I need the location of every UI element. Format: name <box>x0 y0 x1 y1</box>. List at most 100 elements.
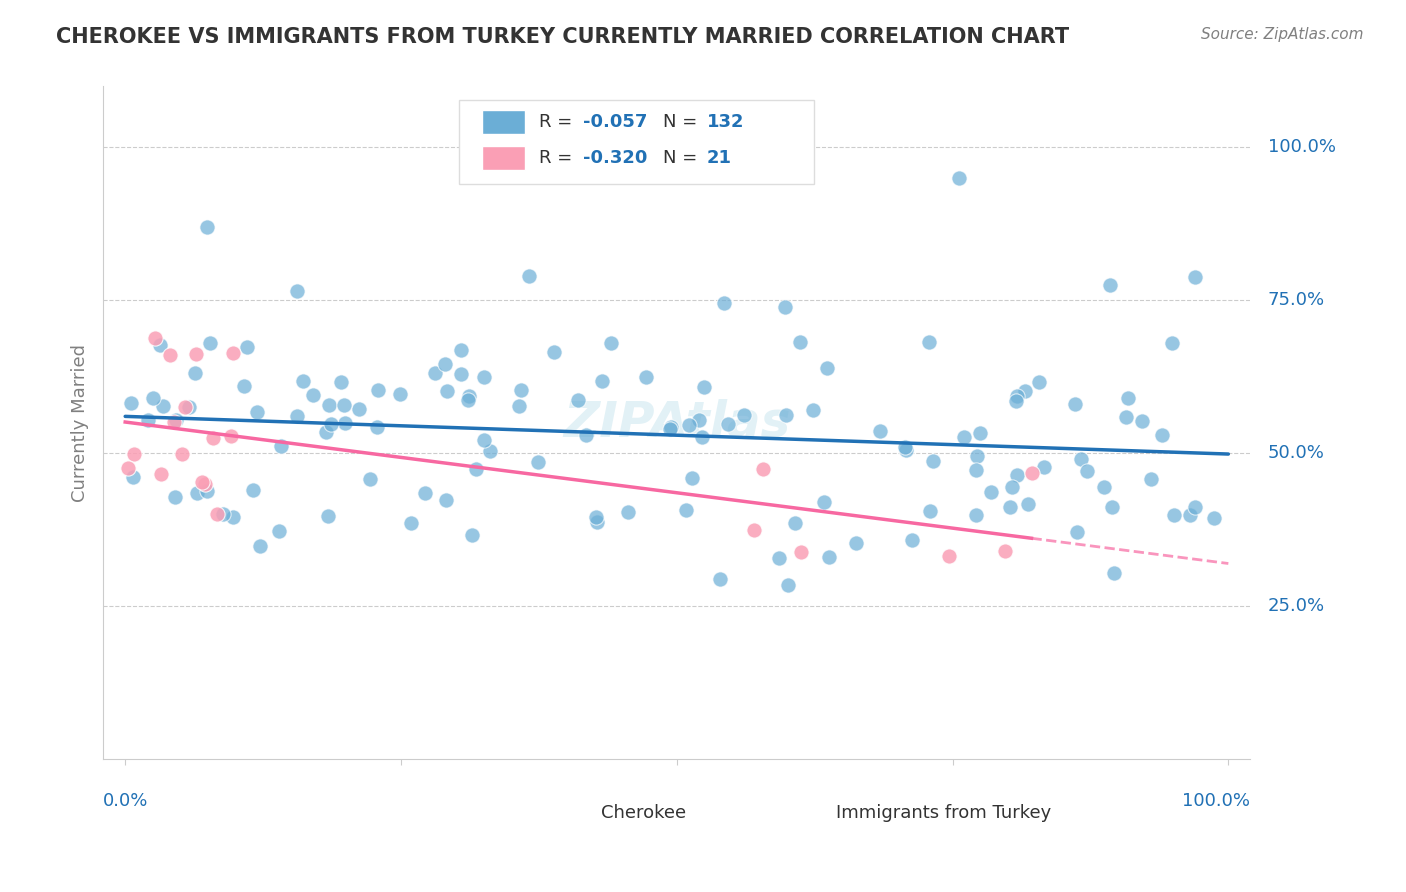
Point <box>965 508 987 523</box>
Text: CHEROKEE VS IMMIGRANTS FROM TURKEY CURRENTLY MARRIED CORRELATION CHART: CHEROKEE VS IMMIGRANTS FROM TURKEY CURRE… <box>56 27 1070 46</box>
Point <box>433 357 456 371</box>
Point <box>1021 466 1043 480</box>
Point <box>1180 508 1202 522</box>
Point <box>120 396 142 410</box>
Point <box>450 343 472 358</box>
Point <box>801 402 824 417</box>
Text: R =: R = <box>538 113 578 131</box>
Point <box>509 383 531 397</box>
Point <box>330 375 353 389</box>
Point <box>172 447 194 461</box>
Text: 75.0%: 75.0% <box>1268 292 1324 310</box>
Point <box>921 454 943 468</box>
Point <box>142 391 165 405</box>
Point <box>233 379 256 393</box>
Point <box>1184 269 1206 284</box>
Point <box>1005 389 1028 403</box>
Point <box>817 549 839 564</box>
Point <box>517 268 540 283</box>
Point <box>235 341 257 355</box>
Point <box>1028 375 1050 389</box>
Text: 100.0%: 100.0% <box>1268 138 1336 156</box>
Point <box>302 387 325 401</box>
Point <box>585 515 607 529</box>
Point <box>450 368 472 382</box>
Point <box>359 472 381 486</box>
Point <box>1014 384 1036 399</box>
Point <box>201 431 224 445</box>
Text: Immigrants from Turkey: Immigrants from Turkey <box>837 805 1052 822</box>
Point <box>599 335 621 350</box>
Point <box>682 471 704 485</box>
Point <box>222 510 245 524</box>
Point <box>159 347 181 361</box>
Point <box>1063 396 1085 410</box>
Point <box>717 417 740 432</box>
Point <box>785 516 807 530</box>
Point <box>1150 427 1173 442</box>
Point <box>318 397 340 411</box>
Point <box>1017 498 1039 512</box>
Point <box>778 578 800 592</box>
Point <box>399 516 422 531</box>
Point <box>789 334 811 349</box>
Point <box>1001 480 1024 494</box>
Point <box>319 417 342 431</box>
Point <box>1115 410 1137 425</box>
Point <box>249 539 271 553</box>
Point <box>222 345 245 359</box>
Point <box>149 338 172 352</box>
Point <box>688 413 710 427</box>
Point <box>678 418 700 433</box>
Point <box>896 443 918 458</box>
Point <box>969 426 991 441</box>
Point <box>1202 510 1225 524</box>
Point <box>775 408 797 422</box>
Point <box>389 387 412 401</box>
Point <box>585 510 607 524</box>
Text: ZIPAtlas: ZIPAtlas <box>562 399 790 447</box>
Point <box>617 505 640 519</box>
Point <box>815 361 838 376</box>
Text: Source: ZipAtlas.com: Source: ZipAtlas.com <box>1201 27 1364 42</box>
Point <box>270 439 292 453</box>
Point <box>136 413 159 427</box>
Point <box>966 449 988 463</box>
Point <box>186 486 208 500</box>
Point <box>768 550 790 565</box>
Point <box>953 430 976 444</box>
Point <box>184 347 207 361</box>
Point <box>195 219 218 234</box>
Point <box>198 335 221 350</box>
Point <box>1070 452 1092 467</box>
Point <box>845 536 868 550</box>
Point <box>315 425 337 440</box>
Point <box>458 389 481 403</box>
Point <box>173 400 195 414</box>
Point <box>1161 335 1184 350</box>
Text: 21: 21 <box>707 149 731 168</box>
Point <box>413 486 436 500</box>
Point <box>1005 468 1028 483</box>
Point <box>194 476 217 491</box>
Text: -0.320: -0.320 <box>582 149 647 168</box>
Point <box>918 504 941 518</box>
Text: 50.0%: 50.0% <box>1268 444 1324 462</box>
Point <box>436 384 458 398</box>
Point <box>773 301 796 315</box>
Point <box>543 345 565 359</box>
Point <box>285 284 308 298</box>
Point <box>366 419 388 434</box>
Point <box>709 572 731 586</box>
Point <box>152 399 174 413</box>
Point <box>690 430 713 444</box>
Point <box>894 440 917 454</box>
Point <box>661 420 683 434</box>
Point <box>1092 480 1115 494</box>
Point <box>1066 525 1088 540</box>
Point <box>246 405 269 419</box>
Point <box>121 470 143 484</box>
Point <box>1076 464 1098 478</box>
Point <box>285 409 308 423</box>
Point <box>980 485 1002 500</box>
